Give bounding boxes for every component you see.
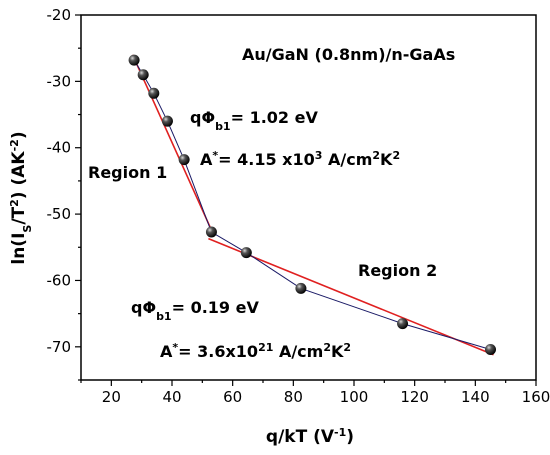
x-tick-label: 60 <box>223 388 242 406</box>
region-1-label: Region 1 <box>88 163 167 182</box>
y-tick-label: -60 <box>47 271 72 289</box>
x-tick-label: 160 <box>522 388 550 406</box>
region-1-barrier: qΦb1= 1.02 eV <box>190 108 318 133</box>
region-1-richardson: A*= 4.15 x103 A/cm2K2 <box>200 149 400 170</box>
chart-title: Au/GaN (0.8nm)/n-GaAs <box>242 45 455 64</box>
data-point <box>295 282 307 294</box>
data-point <box>397 318 409 330</box>
fit-line <box>208 237 494 356</box>
series-polyline <box>133 59 491 350</box>
series-line <box>133 59 491 350</box>
fit-line <box>131 54 213 231</box>
y-tick-label: -30 <box>47 72 72 90</box>
region-2-label: Region 2 <box>358 261 437 280</box>
fit-lines <box>131 54 494 356</box>
data-point <box>240 247 252 259</box>
x-tick-label: 80 <box>284 388 303 406</box>
y-axis-ticks: -20 -30 -40 -50 -60 -70 <box>47 6 81 381</box>
region-2-barrier: qΦb1= 0.19 eV <box>131 298 259 323</box>
plot-frame <box>80 14 537 381</box>
x-tick-label: 40 <box>162 388 181 406</box>
y-tick-label: -50 <box>47 205 72 223</box>
region-2-richardson: A*= 3.6x1021 A/cm2K2 <box>160 341 351 362</box>
data-point <box>137 69 149 81</box>
data-points <box>128 54 496 355</box>
y-tick-label: -40 <box>47 139 72 157</box>
y-tick-label: -70 <box>47 338 72 356</box>
x-tick-label: 100 <box>340 388 369 406</box>
y-tick-label: -20 <box>47 6 72 24</box>
x-axis-ticks: 20 40 60 80 100 120 140 160 <box>80 380 550 406</box>
y-axis-label: ln(IS/T2) (AK-2) <box>8 131 34 264</box>
data-point <box>161 115 173 127</box>
x-tick-label: 120 <box>400 388 429 406</box>
x-axis-label: q/kT (V-1) <box>266 426 354 448</box>
data-point <box>485 343 496 355</box>
data-point <box>178 154 190 166</box>
x-tick-label: 140 <box>461 388 490 406</box>
x-tick-label: 20 <box>102 388 121 406</box>
data-point <box>148 87 160 99</box>
data-point <box>205 226 217 238</box>
data-point <box>128 54 140 66</box>
